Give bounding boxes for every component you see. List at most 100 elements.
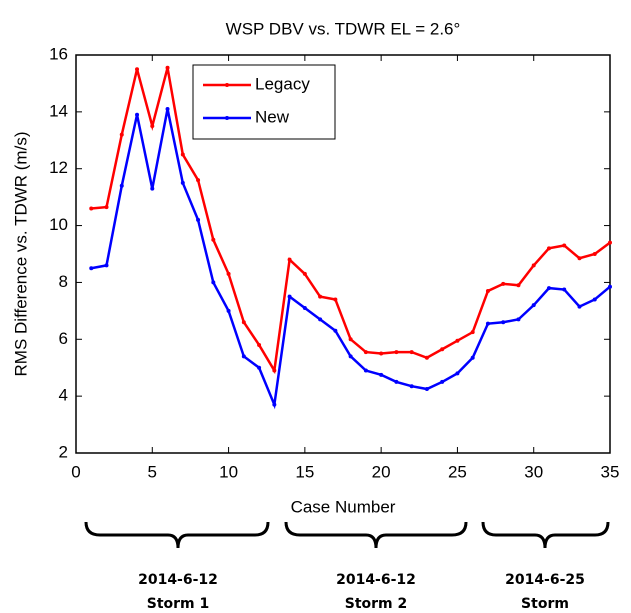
point (546, 286, 551, 291)
point (485, 288, 490, 293)
point (89, 206, 94, 211)
y-axis-label: RMS Difference vs. TDWR (m/s) (11, 132, 30, 377)
point (577, 304, 582, 309)
x-axis-label: Case Number (291, 497, 396, 516)
point (455, 338, 460, 343)
point (257, 365, 262, 370)
point (211, 237, 216, 242)
point (501, 281, 506, 286)
annotation: 2014-6-12 (336, 572, 416, 588)
point (226, 271, 231, 276)
point (394, 350, 399, 355)
y-tick-label: 10 (49, 215, 68, 234)
y-tick-label: 14 (49, 101, 68, 120)
point (424, 387, 429, 392)
point (333, 328, 338, 333)
point (608, 284, 612, 289)
point (562, 287, 567, 292)
bracket (84, 521, 270, 549)
point (485, 321, 490, 326)
legend-label: New (255, 107, 290, 126)
point (196, 217, 201, 222)
chart-title: WSP DBV vs. TDWR EL = 2.6° (226, 19, 461, 38)
point (577, 256, 582, 261)
point (196, 178, 201, 183)
point (135, 112, 140, 117)
point (363, 350, 368, 355)
point (180, 180, 185, 185)
x-tick-label: 15 (295, 462, 314, 481)
legend-box (192, 64, 336, 140)
series-line (91, 108, 611, 410)
point (150, 186, 155, 191)
point (318, 294, 323, 299)
point (440, 379, 445, 384)
point (470, 330, 475, 335)
brackets (84, 521, 610, 549)
point (272, 402, 277, 407)
bracket (481, 521, 610, 549)
point (241, 354, 246, 359)
point (119, 183, 124, 188)
legend-label: Legacy (255, 74, 310, 93)
point (211, 280, 216, 285)
x-tick-label: 35 (601, 462, 620, 481)
x-tick-label: 30 (524, 462, 543, 481)
x-tick-label: 10 (219, 462, 238, 481)
point (531, 303, 536, 308)
point (302, 271, 307, 276)
point (363, 368, 368, 373)
point (592, 252, 597, 256)
point (455, 371, 460, 376)
point (379, 372, 384, 377)
point (531, 263, 536, 268)
point (180, 152, 185, 157)
point (379, 351, 384, 356)
point (348, 354, 353, 359)
y-tick-label: 16 (49, 44, 68, 63)
x-tick-label: 0 (71, 462, 80, 481)
point (165, 65, 170, 70)
point (119, 132, 124, 137)
point (409, 384, 414, 389)
annotation: Storm 2 (345, 596, 408, 612)
point (272, 368, 277, 373)
x-tick-label: 5 (148, 462, 157, 481)
point (287, 294, 292, 299)
x-tick-label: 20 (372, 462, 391, 481)
annotation: Storm (521, 596, 569, 612)
point (333, 297, 338, 302)
legend-marker (225, 116, 229, 120)
point (318, 317, 323, 322)
point (257, 342, 262, 347)
point (348, 337, 353, 342)
point (287, 257, 292, 262)
y-tick-label: 8 (59, 272, 68, 291)
annotation: Storm 1 (147, 596, 210, 612)
y-tick-label: 4 (59, 386, 68, 405)
point (302, 306, 307, 311)
point (165, 107, 170, 112)
point (241, 320, 246, 325)
point (150, 124, 155, 129)
point (470, 355, 475, 360)
annotation: 2014-6-12 (138, 572, 218, 588)
point (608, 240, 612, 245)
point (562, 243, 567, 248)
point (104, 205, 109, 210)
point (440, 347, 445, 352)
point (424, 355, 429, 360)
annotation: 2014-6-25 (505, 572, 585, 588)
point (104, 263, 109, 268)
point (516, 283, 521, 288)
y-tick-label: 2 (59, 442, 68, 461)
point (501, 320, 506, 325)
point (226, 308, 231, 313)
point (546, 246, 551, 251)
y-tick-label: 12 (49, 158, 68, 177)
point (394, 379, 399, 384)
plot-frame (75, 54, 611, 454)
point (135, 67, 140, 72)
point (592, 297, 597, 302)
